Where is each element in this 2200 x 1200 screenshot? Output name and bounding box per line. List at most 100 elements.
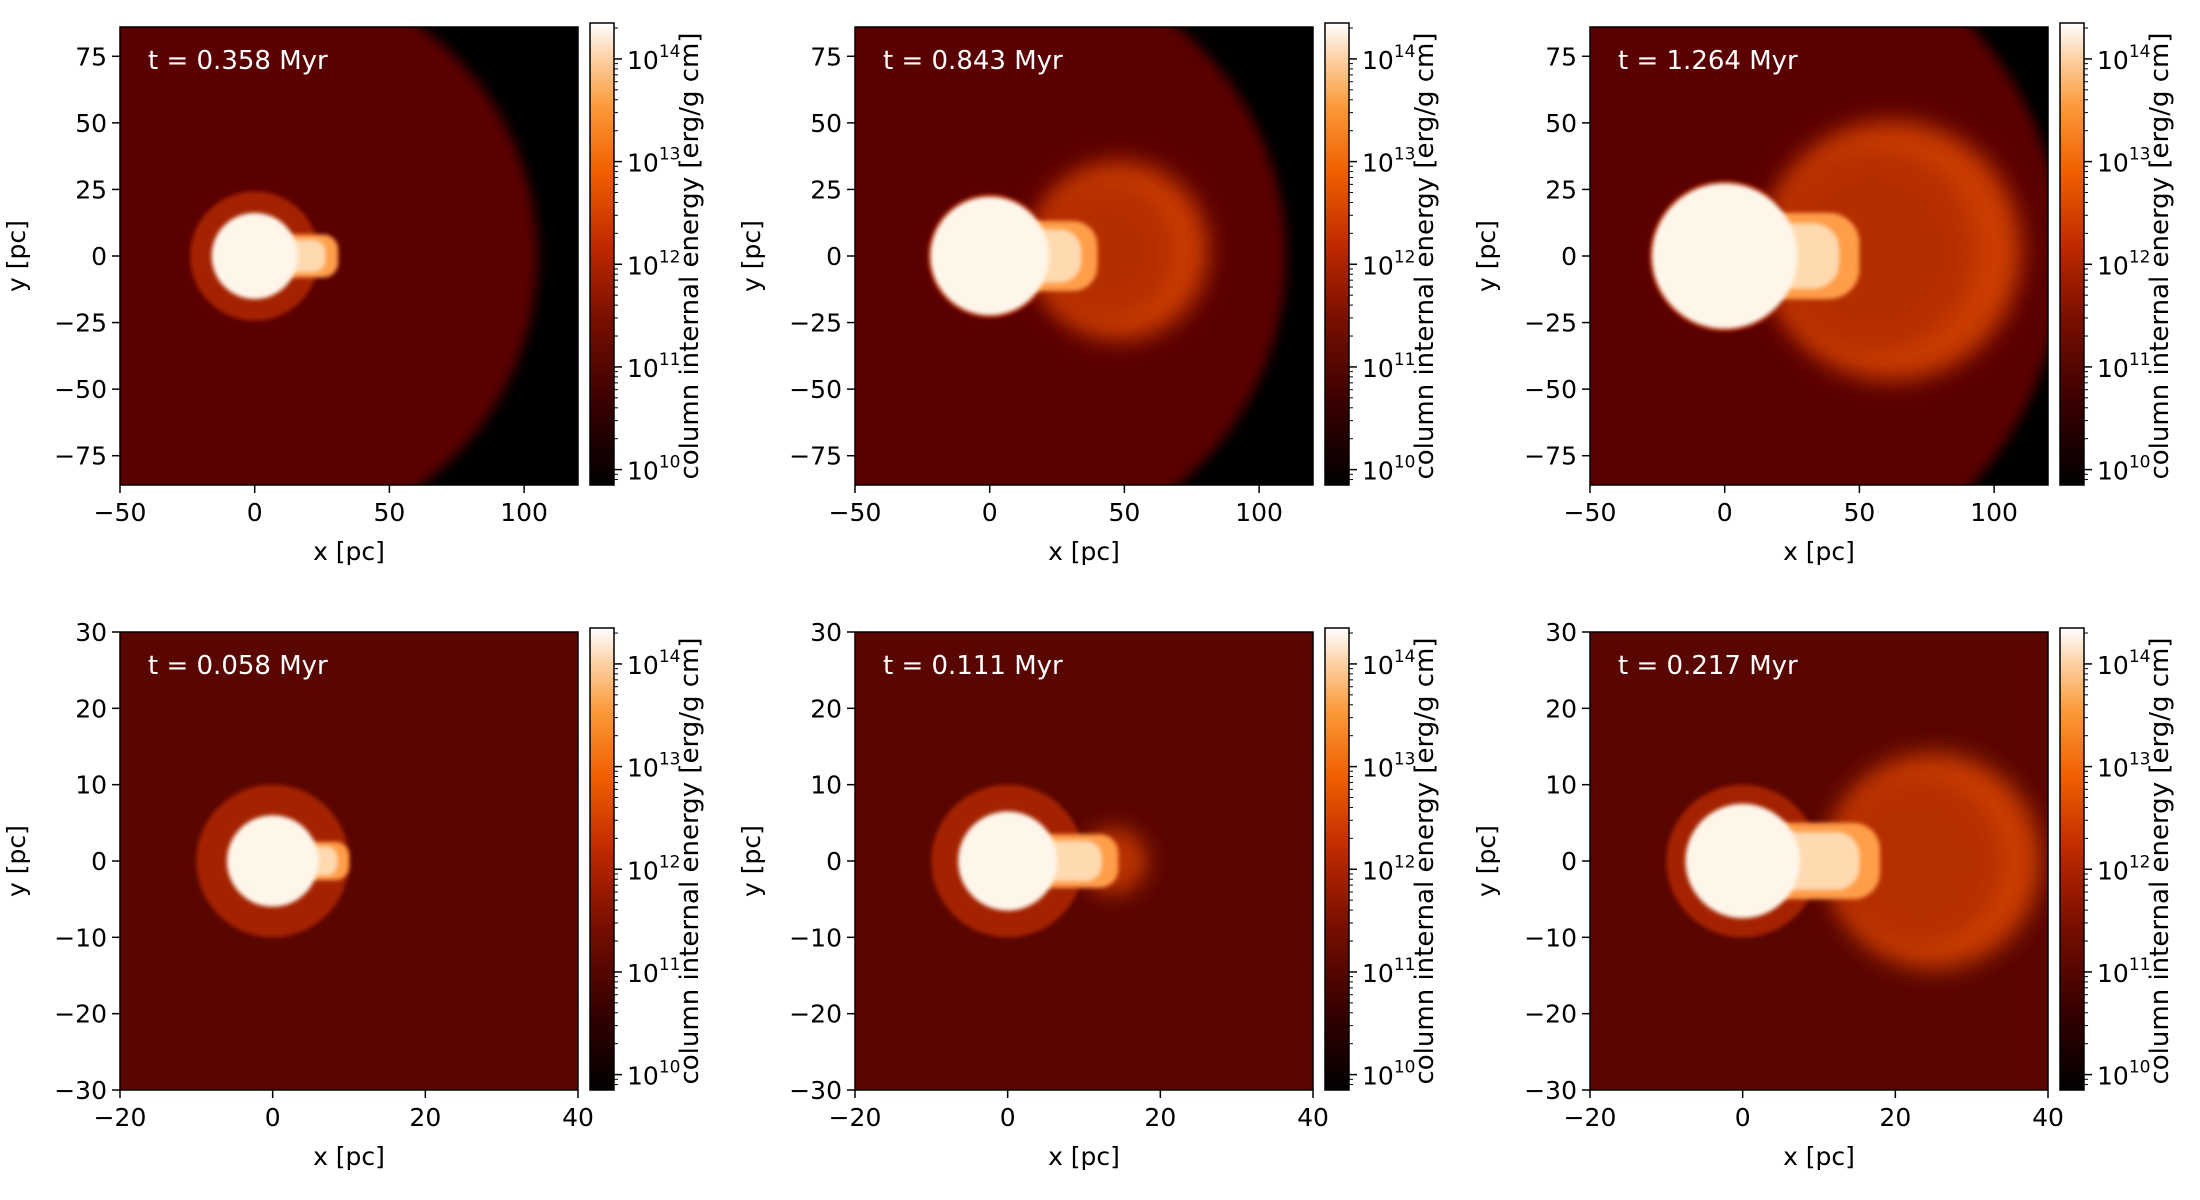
colorbar-tick-label: 1014	[1362, 42, 1415, 75]
colorbar-tick-label: 1012	[627, 852, 680, 885]
heatmap-image	[1590, 27, 2048, 485]
x-tick-label: 20	[1144, 1103, 1176, 1132]
y-tick-label: 75	[75, 42, 107, 71]
colorbar-tick-label: 1010	[2097, 453, 2150, 486]
y-tick-label: 25	[75, 175, 107, 204]
colorbar-tick-label: 1012	[1362, 247, 1415, 280]
y-tick-label: −25	[54, 309, 107, 338]
y-tick-label: 75	[810, 42, 842, 71]
y-tick-label: 0	[826, 242, 842, 271]
colorbar-tick-label: 1012	[1362, 852, 1415, 885]
y-tick-label: 0	[1561, 847, 1577, 876]
y-tick-label: −75	[54, 442, 107, 471]
x-tick-label: −50	[94, 498, 147, 527]
x-tick-label: −20	[829, 1103, 882, 1132]
colorbar-label: column internal energy [erg/g cm]	[2145, 637, 2175, 1084]
y-axis-label: y [pc]	[2, 825, 31, 897]
y-tick-label: 50	[810, 109, 842, 138]
x-tick-label: 0	[1717, 498, 1733, 527]
hot-core	[930, 196, 1049, 316]
colorbar-tick-label: 1011	[2097, 350, 2150, 383]
x-axis-label: x [pc]	[313, 537, 385, 566]
y-tick-label: −50	[1524, 375, 1577, 404]
y-tick-label: 20	[1545, 694, 1577, 723]
y-tick-label: −50	[54, 375, 107, 404]
colorbar-tick-label: 1010	[1362, 1058, 1415, 1091]
y-tick-label: 75	[1545, 42, 1577, 71]
colorbar-tick-label: 1011	[1362, 955, 1415, 988]
x-tick-label: 100	[500, 498, 548, 527]
x-tick-label: 50	[1844, 498, 1876, 527]
y-tick-label: 0	[1561, 242, 1577, 271]
colorbar-tick-label: 1010	[627, 1058, 680, 1091]
hot-core	[958, 811, 1058, 911]
colorbar	[1324, 22, 1350, 486]
colorbar	[2059, 22, 2085, 486]
x-tick-label: 100	[1235, 498, 1283, 527]
y-tick-label: −10	[789, 923, 842, 952]
y-tick-label: 0	[91, 242, 107, 271]
time-annotation: t = 0.058 Myr	[148, 651, 328, 681]
heatmap-image	[855, 27, 1313, 485]
y-tick-label: 10	[810, 771, 842, 800]
x-tick-label: 50	[374, 498, 406, 527]
y-tick-label: 30	[1545, 618, 1577, 647]
colorbar-tick-label: 1013	[2097, 750, 2150, 783]
x-tick-label: 0	[265, 1103, 281, 1132]
y-tick-label: −20	[789, 1000, 842, 1029]
x-tick-label: 100	[1970, 498, 2018, 527]
colorbar	[1324, 627, 1350, 1091]
y-tick-label: −25	[789, 309, 842, 338]
y-axis-label: y [pc]	[1472, 220, 1501, 292]
heatmap-image	[855, 632, 1313, 1090]
y-tick-label: 0	[91, 847, 107, 876]
colorbar-tick-label: 1011	[627, 955, 680, 988]
y-tick-label: −30	[1524, 1076, 1577, 1105]
time-annotation: t = 0.111 Myr	[883, 651, 1063, 681]
x-tick-label: 0	[982, 498, 998, 527]
x-tick-label: 20	[409, 1103, 441, 1132]
heatmap-image	[120, 632, 578, 1090]
time-annotation: t = 0.358 Myr	[148, 46, 328, 76]
y-axis-label: y [pc]	[1472, 825, 1501, 897]
bubble-interior	[1831, 775, 2003, 947]
x-tick-label: 40	[2032, 1103, 2064, 1132]
time-annotation: t = 1.264 Myr	[1618, 46, 1798, 76]
x-tick-label: 20	[1879, 1103, 1911, 1132]
x-tick-label: 0	[1735, 1103, 1751, 1132]
colorbar-tick-label: 1010	[1362, 453, 1415, 486]
colorbar-tick-label: 1013	[627, 750, 680, 783]
colorbar-label: column internal energy [erg/g cm]	[1410, 32, 1440, 479]
y-tick-label: −10	[1524, 923, 1577, 952]
colorbar-tick-label: 1014	[2097, 647, 2150, 680]
colorbar-tick-label: 1013	[1362, 145, 1415, 178]
x-axis-label: x [pc]	[1783, 1142, 1855, 1171]
y-tick-label: −30	[54, 1076, 107, 1105]
colorbar-tick-label: 1012	[627, 247, 680, 280]
y-tick-label: 20	[75, 694, 107, 723]
x-axis-label: x [pc]	[313, 1142, 385, 1171]
hot-core	[1685, 803, 1800, 919]
colorbar-tick-label: 1014	[627, 647, 680, 680]
x-tick-label: 40	[1297, 1103, 1329, 1132]
y-tick-label: 50	[75, 109, 107, 138]
panel-top-center: −50 0 50 100 −75 −50 −25 0 25 50 75 x [pc] y [pc] t =…	[737, 22, 1440, 566]
y-axis-label: y [pc]	[737, 220, 766, 292]
colorbar-tick-label: 1014	[627, 42, 680, 75]
y-tick-label: 10	[75, 771, 107, 800]
colorbar-tick-label: 1011	[2097, 955, 2150, 988]
x-tick-label: 0	[1000, 1103, 1016, 1132]
y-tick-label: −75	[789, 442, 842, 471]
x-tick-label: 0	[247, 498, 263, 527]
y-tick-label: 25	[810, 175, 842, 204]
heatmap-image	[120, 27, 578, 485]
colorbar-tick-label: 1014	[1362, 647, 1415, 680]
y-axis-label: y [pc]	[2, 220, 31, 292]
x-axis-label: x [pc]	[1048, 537, 1120, 566]
panel-top-right: −50 0 50 100 −75 −50 −25 0 25 50 75 x [pc] y [pc] t =…	[1472, 22, 2175, 566]
y-tick-label: 50	[1545, 109, 1577, 138]
colorbar-tick-label: 1010	[627, 453, 680, 486]
